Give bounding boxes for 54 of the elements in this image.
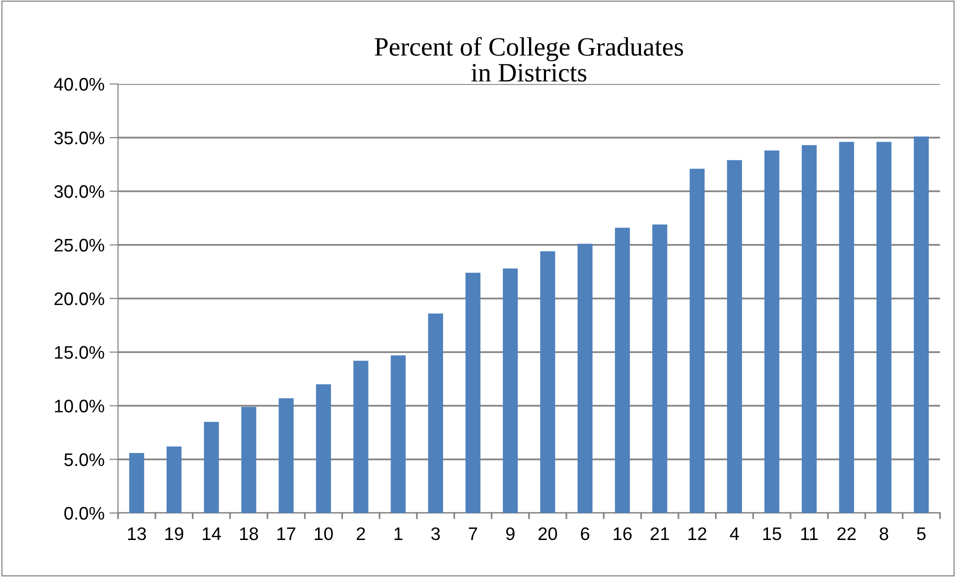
bar [316,384,331,513]
y-tick-label: 30.0% [54,185,104,198]
bar [278,398,294,513]
y-tick-label: 40.0% [54,78,104,91]
chart-title: Percent of College Graduates in Districts [374,36,684,82]
x-tick-label: 21 [650,527,669,540]
bar [690,168,705,513]
x-tick-label: 22 [837,527,856,540]
x-tick-label: 7 [468,528,478,540]
x-tick-label: 9 [506,527,514,540]
x-tick-label: 16 [614,527,632,540]
bar [876,142,892,513]
x-tick-label: 11 [801,528,818,540]
bar [353,360,368,513]
x-tick-label: 20 [538,527,558,540]
bar [578,244,593,513]
y-tick-label: 10.0% [54,400,104,412]
bar [802,145,817,513]
x-tick-label: 14 [202,528,221,540]
x-tick-label: 19 [165,527,184,540]
x-tick-label: 2 [356,527,365,540]
y-tick-label: 0.0% [64,506,104,520]
x-tick-label: 15 [763,528,782,540]
bar [465,272,480,513]
bar [914,136,929,513]
x-tick-label: 8 [880,527,888,540]
x-tick-label: 4 [730,528,739,540]
bar [428,314,444,513]
x-tick-label: 13 [128,527,146,540]
x-tick-label: 3 [431,527,440,540]
x-tick-label: 17 [277,528,296,540]
bar [764,150,780,513]
bar [652,224,668,513]
x-tick-label: 1 [394,528,402,540]
bar [129,452,144,513]
y-tick-label: 5.0% [64,453,104,466]
x-tick-label: 12 [688,527,706,540]
bar [839,142,854,513]
x-tick-label: 5 [917,528,926,540]
bar [502,268,518,513]
bar [540,251,556,513]
bar [204,422,219,513]
bar [614,228,630,513]
bar [390,355,406,513]
x-tick-label: 6 [580,527,590,540]
y-tick-label: 25.0% [54,238,104,252]
y-tick-label: 35.0% [54,132,104,144]
y-tick-label: 20.0% [54,292,104,306]
x-tick-label: 10 [314,527,333,540]
bar [166,446,182,513]
bar [727,160,742,513]
bar [241,406,256,513]
x-tick-label: 18 [240,527,258,540]
y-tick-label: 15.0% [54,346,104,359]
